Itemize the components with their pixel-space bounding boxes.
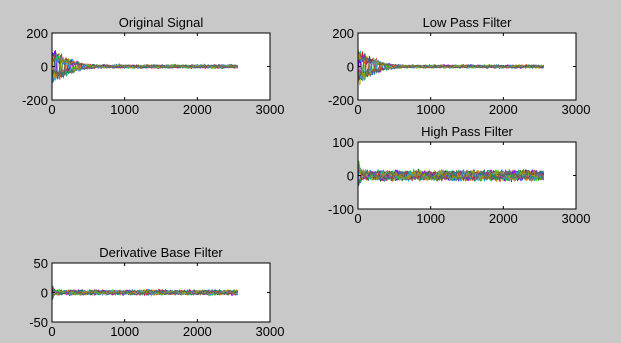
x-tick-label: 1000 [110, 324, 139, 339]
x-tick-label: 2000 [183, 102, 212, 117]
y-tick-label: 0 [41, 286, 48, 301]
y-tick-label: 0 [347, 60, 354, 75]
chart-title: High Pass Filter [421, 124, 513, 139]
series-line [52, 52, 239, 74]
x-tick-label: 3000 [562, 211, 591, 226]
y-tick-label: -50 [29, 315, 48, 330]
y-tick-label: 200 [26, 26, 48, 41]
x-tick-label: 3000 [256, 102, 285, 117]
x-tick-label: 2000 [489, 211, 518, 226]
chart-title: Derivative Base Filter [99, 245, 223, 260]
chart-title: Low Pass Filter [423, 15, 513, 30]
x-tick-label: 2000 [183, 324, 212, 339]
y-tick-label: -200 [328, 93, 354, 108]
series-line [52, 58, 238, 81]
y-tick-label: 0 [41, 60, 48, 75]
x-tick-label: 0 [48, 102, 55, 117]
x-tick-label: 0 [48, 324, 55, 339]
y-tick-label: 100 [332, 135, 354, 150]
y-tick-label: 200 [332, 26, 354, 41]
series-group [52, 285, 239, 301]
y-tick-label: 50 [34, 256, 48, 271]
series-line [358, 168, 544, 183]
x-tick-label: 2000 [489, 102, 518, 117]
x-tick-label: 1000 [416, 211, 445, 226]
x-tick-label: 3000 [562, 102, 591, 117]
series-line [358, 51, 544, 77]
series-line [52, 288, 239, 301]
x-tick-label: 1000 [110, 102, 139, 117]
series-group [358, 46, 545, 86]
y-tick-label: -100 [328, 202, 354, 217]
series-group [52, 50, 239, 85]
chart-title: Original Signal [119, 15, 204, 30]
x-tick-label: 1000 [416, 102, 445, 117]
x-tick-label: 3000 [256, 324, 285, 339]
y-tick-label: -200 [22, 93, 48, 108]
x-tick-label: 0 [354, 102, 361, 117]
x-tick-label: 0 [354, 211, 361, 226]
series-group [358, 159, 545, 189]
y-tick-label: 0 [347, 169, 354, 184]
